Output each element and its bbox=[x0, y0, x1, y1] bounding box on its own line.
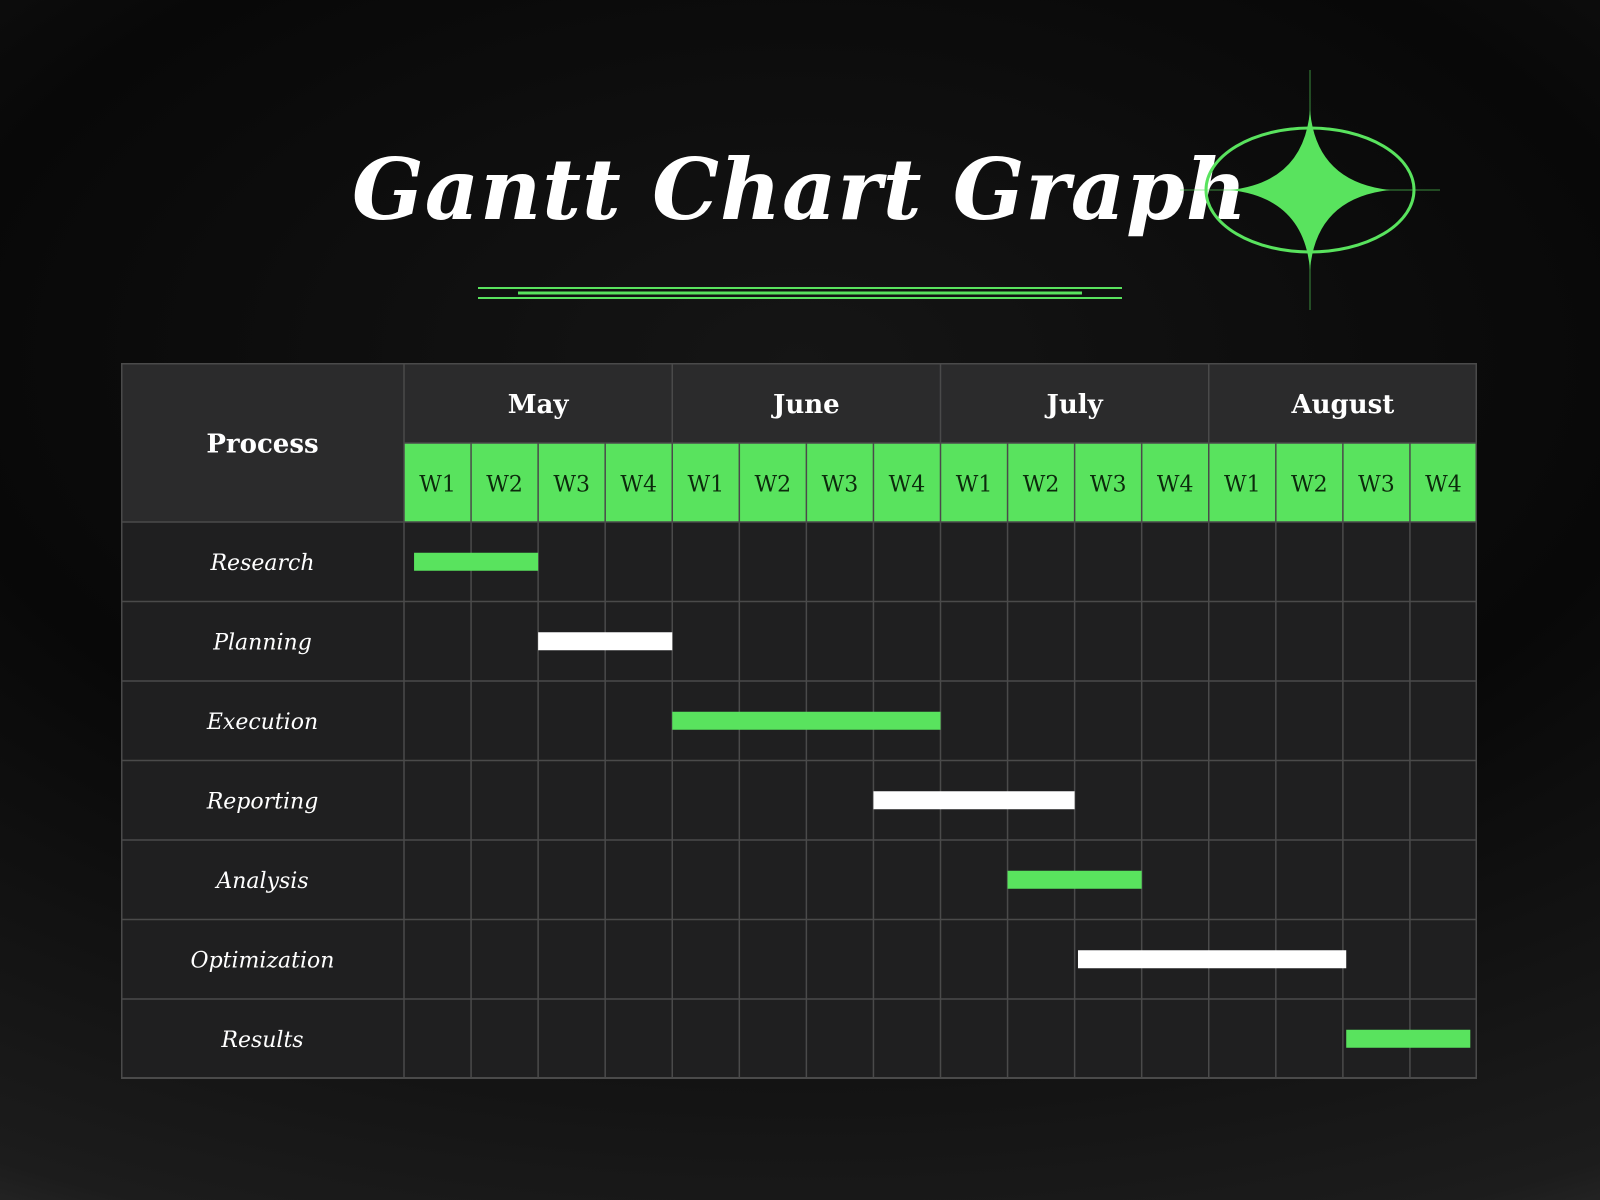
gantt-svg: Process May June July August W1 W2 W3 W4 W1 W2 W3 W4… bbox=[121, 363, 1478, 1080]
task-label: Execution bbox=[206, 710, 318, 735]
chart-title: Gantt Chart Graph bbox=[352, 140, 1248, 239]
week-label: W1 bbox=[687, 473, 724, 498]
week-label: W2 bbox=[486, 473, 523, 498]
task-label: Analysis bbox=[214, 869, 308, 894]
process-header-label: Process bbox=[206, 430, 318, 460]
month-label: May bbox=[508, 390, 570, 420]
process-header-cell bbox=[121, 363, 404, 522]
week-label: W3 bbox=[822, 473, 859, 498]
task-label: Planning bbox=[212, 630, 312, 655]
task-bar bbox=[873, 791, 1075, 810]
month-label: June bbox=[771, 390, 840, 420]
task-label: Reporting bbox=[206, 789, 319, 814]
sparkle-icon bbox=[1180, 70, 1440, 310]
week-label: W3 bbox=[553, 473, 590, 498]
month-label: July bbox=[1045, 390, 1104, 420]
task-label: Research bbox=[209, 551, 314, 576]
task-bar bbox=[414, 552, 539, 571]
task-label: Results bbox=[220, 1028, 303, 1053]
week-label: W2 bbox=[1291, 473, 1328, 498]
week-label: W1 bbox=[419, 473, 456, 498]
week-label: W1 bbox=[956, 473, 993, 498]
task-bar bbox=[672, 711, 941, 730]
month-label: August bbox=[1290, 390, 1394, 420]
week-label: W4 bbox=[1425, 473, 1462, 498]
task-label: Optimization bbox=[191, 948, 335, 973]
task-bar bbox=[1346, 1029, 1471, 1048]
chart-border bbox=[121, 363, 1477, 1079]
task-bar bbox=[1007, 870, 1142, 889]
title-underline bbox=[478, 287, 1122, 299]
week-label: W1 bbox=[1224, 473, 1261, 498]
gantt-chart: Process May June July August W1 W2 W3 W4 W1 W2 W3 W4… bbox=[121, 363, 1478, 1080]
week-label: W3 bbox=[1358, 473, 1395, 498]
task-bar bbox=[538, 632, 673, 651]
week-label: W4 bbox=[889, 473, 926, 498]
task-bar bbox=[1077, 950, 1347, 969]
week-label: W2 bbox=[1023, 473, 1060, 498]
week-label: W4 bbox=[1157, 473, 1194, 498]
week-label: W4 bbox=[620, 473, 657, 498]
week-label: W3 bbox=[1090, 473, 1127, 498]
week-label: W2 bbox=[755, 473, 792, 498]
